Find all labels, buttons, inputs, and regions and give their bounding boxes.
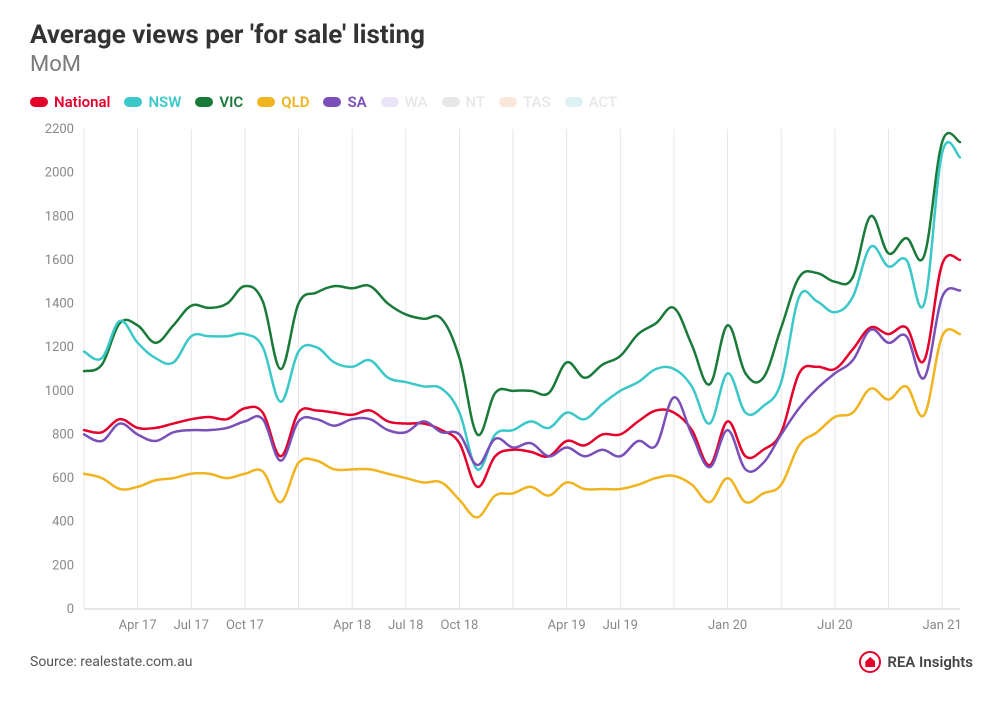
legend-label: SA xyxy=(347,93,366,111)
legend-swatch xyxy=(442,97,460,107)
svg-text:200: 200 xyxy=(52,558,74,573)
legend-item-wa[interactable]: WA xyxy=(381,93,428,111)
legend-swatch xyxy=(30,97,48,107)
legend-item-national[interactable]: National xyxy=(30,93,110,111)
svg-text:Jul 19: Jul 19 xyxy=(603,618,638,633)
svg-text:Oct 17: Oct 17 xyxy=(226,618,264,633)
legend-label: ACT xyxy=(589,93,618,111)
svg-text:1200: 1200 xyxy=(45,340,74,355)
svg-text:1600: 1600 xyxy=(45,253,74,268)
svg-text:0: 0 xyxy=(67,602,74,617)
series-sa xyxy=(84,288,960,472)
svg-text:Jan 20: Jan 20 xyxy=(708,618,747,633)
chart-title: Average views per 'for sale' listing xyxy=(30,20,973,50)
legend-swatch xyxy=(257,97,275,107)
legend-item-tas[interactable]: TAS xyxy=(499,93,550,111)
legend-swatch xyxy=(124,97,142,107)
legend-label: WA xyxy=(405,93,428,111)
svg-text:400: 400 xyxy=(52,515,74,530)
svg-text:2000: 2000 xyxy=(45,166,74,181)
brand-label: REA Insights xyxy=(887,653,973,671)
legend-label: TAS xyxy=(523,93,550,111)
legend-item-qld[interactable]: QLD xyxy=(257,93,309,111)
source-text: Source: realestate.com.au xyxy=(30,654,192,670)
legend-swatch xyxy=(195,97,213,107)
svg-text:Apr 18: Apr 18 xyxy=(333,618,371,633)
svg-text:Oct 18: Oct 18 xyxy=(441,618,479,633)
legend-item-sa[interactable]: SA xyxy=(323,93,366,111)
legend-label: NT xyxy=(466,93,486,111)
legend-item-nsw[interactable]: NSW xyxy=(124,93,181,111)
svg-text:Jul 18: Jul 18 xyxy=(388,618,423,633)
chart-subtitle: MoM xyxy=(30,52,973,77)
series-qld xyxy=(84,329,960,517)
legend-item-nt[interactable]: NT xyxy=(442,93,486,111)
legend-swatch xyxy=(565,97,583,107)
line-chart: 0 200 400 600 800 1000 1200 1400 1600 1800 2000 220… xyxy=(30,119,973,639)
legend-item-act[interactable]: ACT xyxy=(565,93,618,111)
svg-text:1800: 1800 xyxy=(45,209,74,224)
svg-text:Apr 17: Apr 17 xyxy=(119,618,157,633)
legend: National NSW VIC QLD SA WA NT TAS ACT xyxy=(30,93,973,111)
legend-label: VIC xyxy=(219,93,243,111)
legend-label: NSW xyxy=(148,93,181,111)
svg-text:Jan 21: Jan 21 xyxy=(922,618,961,633)
house-icon xyxy=(859,651,881,673)
svg-text:800: 800 xyxy=(52,427,74,442)
svg-text:1400: 1400 xyxy=(45,297,74,312)
brand-badge: REA Insights xyxy=(859,651,973,673)
svg-text:Apr 19: Apr 19 xyxy=(548,618,586,633)
legend-swatch xyxy=(323,97,341,107)
series-vic xyxy=(84,133,960,435)
svg-text:Jul 20: Jul 20 xyxy=(817,618,852,633)
legend-label: QLD xyxy=(281,93,309,111)
svg-text:Jul 17: Jul 17 xyxy=(174,618,209,633)
legend-swatch xyxy=(499,97,517,107)
legend-swatch xyxy=(381,97,399,107)
legend-label: National xyxy=(54,93,110,111)
svg-text:1000: 1000 xyxy=(45,384,74,399)
series-national xyxy=(84,255,960,487)
legend-item-vic[interactable]: VIC xyxy=(195,93,243,111)
svg-text:2200: 2200 xyxy=(45,122,74,137)
svg-text:600: 600 xyxy=(52,471,74,486)
